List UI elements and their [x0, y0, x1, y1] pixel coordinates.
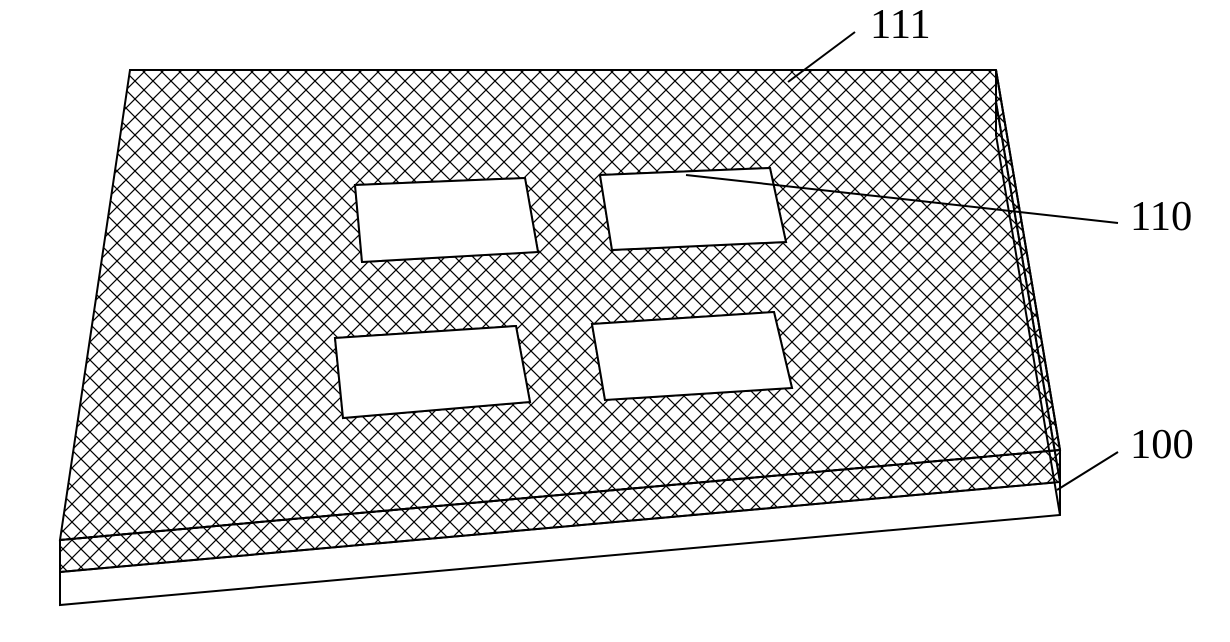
label-100: 100 — [1130, 421, 1194, 468]
cutout-top-right — [600, 168, 786, 250]
patent-figure: 111 110 100 — [0, 0, 1230, 642]
cutout-bottom-right — [592, 312, 792, 400]
cutout-top-left — [355, 178, 538, 262]
label-110: 110 — [1130, 193, 1192, 240]
cutout-bottom-left — [335, 326, 530, 418]
label-100-leader — [1057, 452, 1118, 490]
label-111: 111 — [870, 1, 931, 48]
